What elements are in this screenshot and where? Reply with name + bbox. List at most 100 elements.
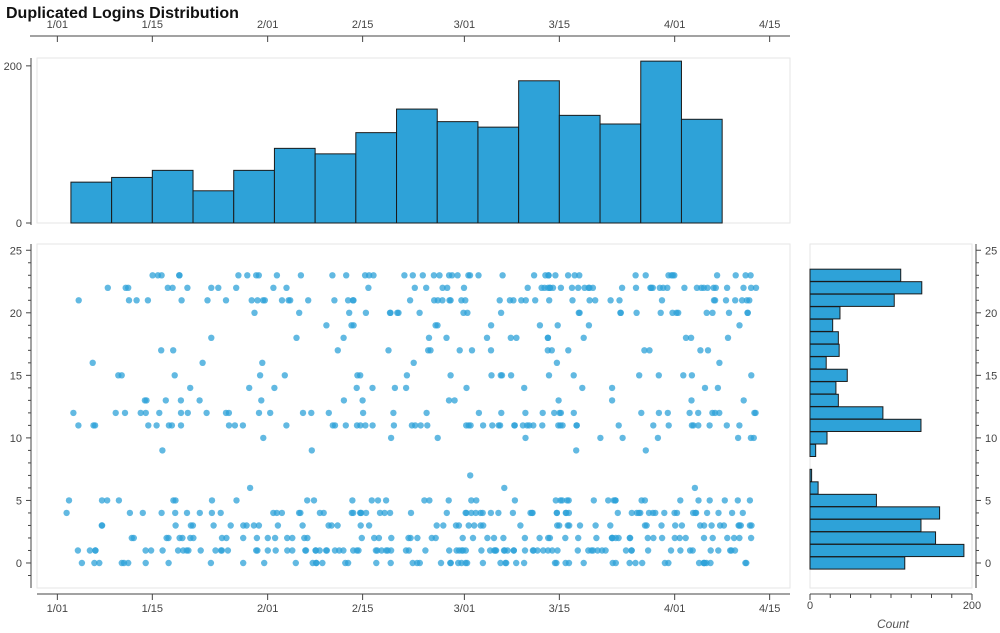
scatter-point [530, 272, 538, 279]
scatter-point [218, 534, 226, 542]
y-tick-label: 5 [985, 495, 991, 507]
scatter-point [626, 534, 633, 542]
scatter-point [240, 534, 247, 542]
histogram-bar [809, 268, 902, 282]
scatter-point [65, 497, 73, 504]
scatter-point [344, 297, 352, 304]
y-tick-label: 0 [16, 218, 22, 230]
scatter-point [355, 547, 362, 554]
scatter-point [390, 422, 398, 429]
x-tick-label: 1/01 [47, 603, 68, 615]
scatter-point [289, 547, 296, 554]
scatter-point [289, 534, 296, 542]
scatter-point [365, 284, 372, 291]
scatter-point [407, 509, 415, 517]
scatter-point [730, 534, 738, 542]
scatter-point [208, 497, 216, 504]
scatter-point [75, 297, 82, 304]
scatter-point [310, 497, 318, 504]
scatter-point [255, 409, 263, 417]
scatter-point [556, 409, 563, 417]
scatter-point [477, 509, 484, 517]
scatter-point [239, 422, 247, 429]
scatter-point [125, 559, 132, 567]
scatter-point [480, 522, 487, 529]
scatter-point [423, 409, 430, 417]
scatter-point [414, 534, 421, 542]
scatter-point [233, 497, 240, 504]
scatter-point [723, 284, 731, 291]
scatter-point [465, 522, 472, 529]
scatter-point [439, 297, 446, 304]
scatter-point [688, 422, 696, 429]
scatter-point [421, 497, 428, 504]
scatter-point [609, 559, 616, 567]
scatter-point [199, 359, 206, 366]
scatter-point [121, 409, 129, 417]
scatter-point [554, 322, 561, 329]
scatter-point [655, 372, 662, 379]
scatter-point [388, 534, 395, 542]
scatter-point [78, 559, 86, 567]
scatter-point [445, 397, 453, 404]
scatter-point [233, 284, 240, 291]
scatter-point [676, 534, 683, 542]
scatter-point [362, 309, 370, 316]
scatter-point [641, 347, 648, 354]
scatter-point [569, 297, 576, 304]
scatter-point [293, 334, 300, 341]
scatter-point [677, 497, 684, 504]
y-tick-label: 15 [985, 370, 997, 382]
scatter-point [608, 384, 616, 392]
scatter-point [319, 559, 326, 567]
y-tick-label: 10 [10, 433, 22, 445]
scatter-point [340, 397, 348, 404]
scatter-point [70, 409, 77, 417]
scatter-point [691, 484, 699, 492]
scatter-point [240, 522, 247, 529]
x-tick-label: 2/15 [352, 603, 373, 615]
plot-frame [36, 243, 791, 589]
scatter-point [401, 272, 408, 279]
scatter-point [387, 434, 395, 442]
scatter-point [222, 297, 230, 304]
scatter-point [478, 547, 485, 554]
scatter-point [255, 522, 263, 529]
scatter-point [454, 272, 461, 279]
scatter-point [693, 284, 701, 291]
scatter-point [707, 559, 714, 567]
x-tick-label: 4/15 [759, 603, 780, 615]
scatter-point [440, 522, 447, 529]
scatter-point [723, 422, 730, 429]
scatter-point [487, 322, 495, 329]
histogram-bar [809, 468, 813, 483]
scatter-point [573, 447, 580, 454]
scatter-point [669, 309, 676, 316]
scatter-point [539, 422, 546, 429]
scatter-point [165, 422, 173, 429]
scatter-point [451, 397, 458, 404]
scatter-point [358, 509, 365, 517]
scatter-point [250, 522, 258, 529]
x-tick-label: 2/01 [257, 603, 278, 615]
scatter-point [536, 534, 543, 542]
scatter-point [506, 297, 514, 304]
x-tick-label: 1/15 [142, 603, 163, 615]
scatter-point [656, 284, 663, 291]
scatter-point [642, 272, 649, 279]
scatter-point [316, 547, 323, 554]
x-tick-label: 2/15 [352, 19, 373, 31]
scatter-point [701, 559, 708, 567]
scatter-point [112, 409, 119, 417]
y-tick-label: 10 [985, 433, 997, 445]
scatter-point [615, 422, 622, 429]
scatter-point [545, 534, 552, 542]
scatter-point [500, 534, 507, 542]
scatter-point [74, 547, 82, 554]
scatter-point [336, 547, 343, 554]
scatter-point [231, 422, 239, 429]
histogram-bar [396, 108, 438, 224]
scatter-point [224, 547, 232, 554]
scatter-point [557, 497, 564, 504]
scatter-point [686, 409, 693, 417]
